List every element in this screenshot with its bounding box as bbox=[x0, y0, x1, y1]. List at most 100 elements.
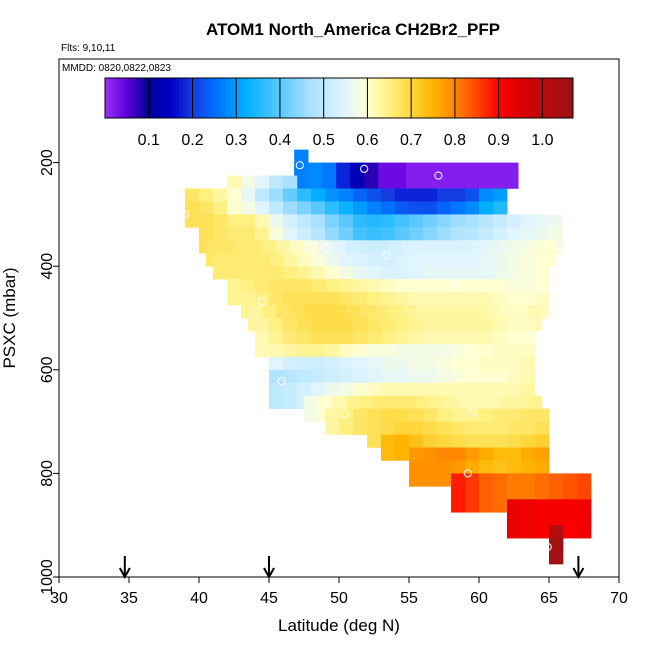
x-tick-label: 60 bbox=[470, 590, 488, 607]
colorbar-tick-label: 1.0 bbox=[531, 132, 553, 149]
colorbar-segment bbox=[214, 78, 219, 118]
colorbar-segment bbox=[378, 78, 383, 118]
heatmap-cell bbox=[269, 382, 284, 409]
heatmap-cell bbox=[420, 162, 435, 189]
heatmap-cell bbox=[353, 408, 368, 435]
y-axis-label: PSXC (mbar) bbox=[0, 267, 19, 368]
colorbar-segment bbox=[366, 78, 371, 118]
colorbar-segment bbox=[413, 78, 418, 118]
colorbar-segment bbox=[276, 78, 281, 118]
heatmap-cell bbox=[339, 408, 354, 435]
heatmap-cell bbox=[479, 486, 494, 513]
colorbar-segment bbox=[401, 78, 406, 118]
colorbar-segment bbox=[569, 78, 574, 118]
sample-points bbox=[180, 161, 565, 552]
colorbar-segment bbox=[475, 78, 480, 118]
colorbar-segment bbox=[128, 78, 133, 118]
colorbar-segment bbox=[522, 78, 527, 118]
colorbar-segment bbox=[136, 78, 141, 118]
colorbar-segment bbox=[249, 78, 254, 118]
colorbar-segment bbox=[335, 78, 340, 118]
colorbar-segment bbox=[389, 78, 394, 118]
colorbar-segment bbox=[253, 78, 258, 118]
colorbar-segment bbox=[424, 78, 430, 118]
sample-point bbox=[323, 243, 332, 253]
colorbar-segment bbox=[108, 78, 114, 118]
colorbar-segment bbox=[206, 78, 211, 118]
heatmap-cell bbox=[437, 460, 452, 487]
colorbar-segment bbox=[264, 78, 270, 118]
arrow-head bbox=[572, 567, 585, 580]
colorbar-segment bbox=[167, 78, 172, 118]
colorbar-segment bbox=[444, 78, 449, 118]
sample-point bbox=[467, 408, 477, 417]
heatmap-cells bbox=[185, 149, 592, 565]
colorbar-segment bbox=[300, 78, 305, 118]
colorbar-tick-label: 0.6 bbox=[356, 132, 378, 149]
colorbar-segment bbox=[467, 78, 472, 118]
x-tick-label: 30 bbox=[50, 590, 68, 607]
heatmap-cell bbox=[451, 486, 466, 513]
heatmap-cell bbox=[448, 162, 463, 189]
colorbar-segment bbox=[385, 78, 391, 118]
colorbar-segment bbox=[284, 78, 289, 118]
colorbar-segment bbox=[518, 78, 523, 118]
colorbar-segment bbox=[307, 78, 313, 118]
heatmap-cell bbox=[549, 538, 564, 565]
colorbar-segment bbox=[202, 78, 207, 118]
colorbar-segment bbox=[350, 78, 355, 118]
colorbar-segment bbox=[514, 78, 519, 118]
colorbar-segment bbox=[553, 78, 558, 118]
x-tick-label: 50 bbox=[330, 590, 348, 607]
colorbar-segment bbox=[147, 78, 153, 118]
colorbar-segment bbox=[175, 78, 180, 118]
colorbar-frame bbox=[104, 77, 574, 119]
heatmap-cell bbox=[378, 162, 393, 189]
colorbar-segment bbox=[346, 78, 352, 118]
colorbar-segment bbox=[339, 78, 344, 118]
colorbar-segment bbox=[116, 78, 121, 118]
colorbar-segment bbox=[565, 78, 570, 118]
colorbar-segment bbox=[112, 78, 118, 118]
colorbar-segment bbox=[229, 78, 235, 118]
heatmap-cell bbox=[535, 512, 550, 539]
colorbar-segment bbox=[397, 78, 402, 118]
y-tick-label: 1000 bbox=[39, 559, 56, 595]
heatmap-cell bbox=[409, 460, 424, 487]
colorbar-tick-label: 0.5 bbox=[313, 132, 335, 149]
colorbar-segment bbox=[342, 78, 348, 118]
colorbar-segment bbox=[296, 78, 301, 118]
colorbar-segment bbox=[405, 78, 410, 118]
colorbar-segment bbox=[261, 78, 266, 118]
colorbar-segment bbox=[530, 78, 535, 118]
colorbar-segment bbox=[463, 78, 469, 118]
colorbar-segment bbox=[144, 78, 149, 118]
heatmap-cell bbox=[336, 162, 351, 189]
sample-point bbox=[536, 286, 545, 296]
colorbar-segment bbox=[155, 78, 160, 118]
heatmap-cell bbox=[213, 253, 228, 280]
colorbar-segment bbox=[323, 78, 328, 118]
colorbar-segment bbox=[311, 78, 316, 118]
sample-point bbox=[180, 210, 190, 219]
colorbar-tick-label: 0.7 bbox=[400, 132, 422, 149]
colorbar-segment bbox=[241, 78, 246, 118]
colorbar-segment bbox=[268, 78, 274, 118]
colorbar-segment bbox=[479, 78, 484, 118]
sample-point bbox=[340, 409, 349, 418]
sample-point bbox=[451, 280, 460, 289]
colorbar-segment bbox=[498, 78, 504, 118]
colorbar-segment bbox=[456, 78, 461, 118]
colorbar-segment bbox=[319, 78, 324, 118]
colorbar-segment bbox=[549, 78, 554, 118]
colorbar-segment bbox=[327, 78, 332, 118]
colorbar-segment bbox=[534, 78, 539, 118]
colorbar-segment bbox=[541, 78, 547, 118]
colorbar-ticks: 0.1 0.2 0.3 0.4 0.5 0.6 0.7 0.8 0.9 1.0 bbox=[138, 78, 554, 149]
heatmap-cell bbox=[322, 162, 337, 189]
heatmap-cell bbox=[392, 162, 407, 189]
colorbar-segment bbox=[557, 78, 562, 118]
heatmap-cell bbox=[490, 162, 505, 189]
colorbar-segment bbox=[132, 78, 137, 118]
heatmap-cell bbox=[577, 512, 592, 539]
